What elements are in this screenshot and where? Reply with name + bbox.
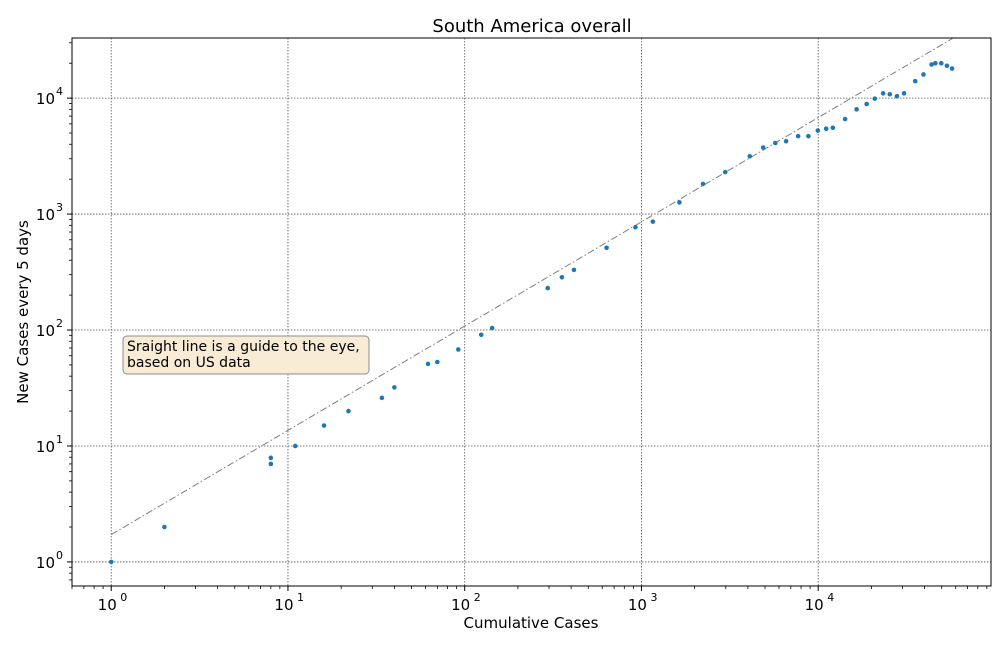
data-point	[864, 101, 869, 107]
guide-line-layer	[110, 37, 954, 536]
data-point	[268, 461, 274, 467]
plot-frame	[71, 37, 992, 587]
data-point	[944, 63, 950, 69]
x-tick-label: 10	[451, 596, 470, 614]
x-tick-exponent: 2	[474, 591, 481, 604]
data-point	[806, 133, 811, 139]
data-point	[854, 107, 859, 112]
data-point	[894, 93, 900, 99]
data-point	[425, 361, 431, 367]
data-point	[162, 524, 167, 530]
guide-line	[110, 37, 954, 536]
data-point	[872, 96, 878, 101]
data-point	[392, 385, 397, 390]
data-point	[773, 140, 778, 146]
data-point	[108, 559, 114, 565]
data-point	[478, 332, 484, 338]
data-point	[677, 200, 682, 205]
y-tick-exponent: 2	[56, 317, 63, 330]
data-point	[949, 66, 955, 71]
data-point	[268, 455, 274, 461]
x-tick-label: 10	[805, 596, 824, 614]
data-point	[929, 62, 934, 67]
y-tick-exponent: 0	[56, 549, 63, 562]
data-point	[456, 347, 461, 352]
y-axis-label: New Cases every 5 days	[14, 220, 32, 404]
data-point	[489, 325, 495, 331]
data-point	[650, 219, 656, 224]
data-point	[815, 128, 821, 133]
x-tick-label: 10	[274, 596, 293, 614]
chart-title: South America overall	[432, 16, 631, 37]
data-point	[783, 138, 789, 144]
x-tick-label: 10	[628, 596, 647, 614]
data-point	[700, 181, 706, 187]
data-point	[938, 60, 944, 66]
annotation-box: Sraight line is a guide to the eye, base…	[122, 335, 370, 375]
data-point	[933, 60, 938, 66]
data-point	[379, 395, 385, 401]
data-point	[571, 267, 577, 273]
data-points	[108, 60, 955, 565]
data-point	[722, 169, 728, 175]
data-point	[559, 274, 565, 280]
data-point	[887, 91, 893, 97]
y-tick-label: 10	[36, 206, 55, 224]
data-point	[901, 91, 907, 96]
data-point	[633, 224, 638, 230]
annotation-line-2: based on US data	[127, 355, 251, 371]
data-point	[604, 245, 609, 251]
y-tick-label: 10	[36, 90, 55, 108]
x-tick-exponent: 3	[650, 591, 657, 604]
y-tick-label: 10	[36, 554, 55, 572]
x-axis-label: Cumulative Cases	[464, 614, 599, 632]
data-point	[346, 408, 351, 414]
data-point	[747, 153, 753, 159]
data-point	[842, 116, 848, 122]
data-point	[321, 423, 327, 428]
y-tick-label: 10	[36, 438, 55, 456]
annotation-background	[122, 335, 370, 375]
y-tick-exponent: 3	[56, 201, 63, 214]
annotation-line-1: Sraight line is a guide to the eye,	[127, 339, 360, 355]
data-point	[912, 78, 918, 84]
x-tick-exponent: 1	[297, 591, 304, 604]
y-tick-exponent: 1	[56, 433, 63, 446]
data-point	[830, 125, 836, 131]
data-point	[760, 145, 766, 150]
data-point	[435, 359, 440, 365]
x-tick-label: 10	[98, 596, 117, 614]
data-point	[823, 126, 829, 131]
x-tick-exponent: 0	[120, 591, 127, 604]
x-tick-exponent: 4	[827, 591, 834, 604]
data-point	[795, 133, 801, 139]
data-point	[880, 91, 886, 96]
y-tick-exponent: 4	[56, 85, 63, 98]
data-point	[292, 443, 298, 449]
y-tick-label: 10	[36, 322, 55, 340]
x-axis: 10 0 10 1 10 2 10 3 10 4	[71, 586, 988, 614]
grid-lines	[72, 38, 991, 586]
data-point	[545, 285, 551, 291]
data-point	[921, 72, 926, 77]
